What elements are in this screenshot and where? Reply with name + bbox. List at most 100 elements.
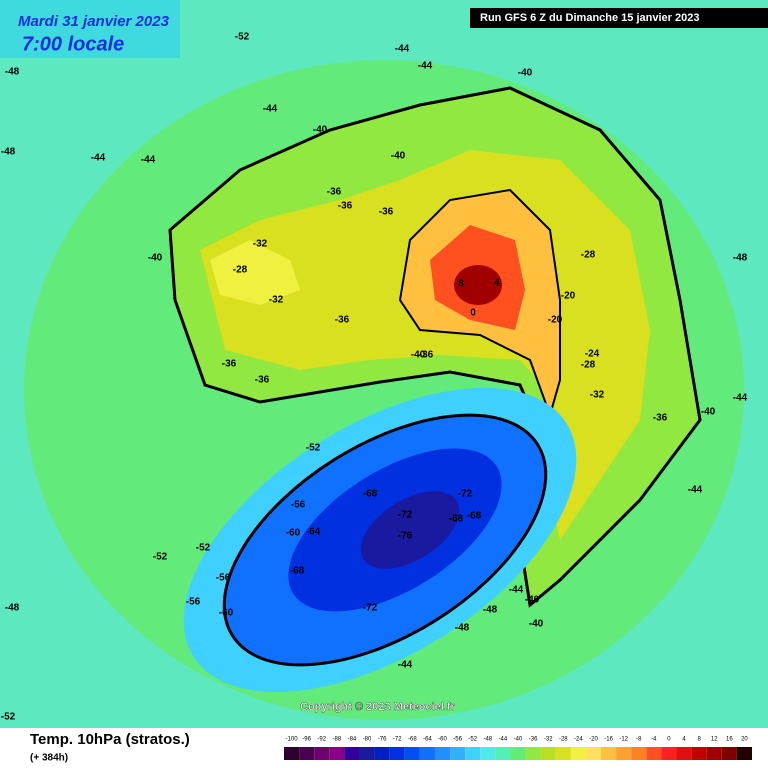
legend-swatch <box>601 747 617 760</box>
legend-swatch <box>631 747 647 760</box>
legend-tick-label: -4 <box>651 737 657 743</box>
yellow-core <box>210 240 300 305</box>
color-legend: -100 -96 -92 -88 -84 -80 -76 -72 -68 -64 -60 -56 -52… <box>284 737 752 760</box>
contour-label: -68 <box>363 489 378 500</box>
contour-labels: -52-44-44-40-40-48-48-44 -44-44-40-40-36-… <box>1 32 748 723</box>
contour-label: -20 <box>548 315 563 326</box>
dark-red-core <box>454 265 502 305</box>
contour-label: -36 <box>335 315 350 326</box>
contour-label: -52 <box>235 32 250 43</box>
legend-swatch <box>510 747 526 760</box>
contour-label: -20 <box>561 291 576 302</box>
contour-label: -56 <box>216 573 231 584</box>
contour-label: -48 <box>1 147 16 158</box>
legend-swatch <box>706 747 722 760</box>
legend-tick-label: 8 <box>697 737 701 743</box>
legend-swatch <box>495 747 511 760</box>
contour-label: 8 <box>458 279 464 290</box>
contour-label: -68 <box>290 566 305 577</box>
contour-label: -72 <box>363 603 378 614</box>
legend-tick-label: -12 <box>619 737 628 743</box>
legend-tick-label: 4 <box>682 737 686 743</box>
contour-label: -72 <box>458 489 473 500</box>
legend-swatch <box>585 747 602 760</box>
contour-label: -40 <box>313 125 328 136</box>
legend-tick-label: -68 <box>408 737 417 743</box>
contour-label: -28 <box>581 360 596 371</box>
contour-label: -40 <box>525 595 540 606</box>
contour-label: -44 <box>398 660 413 671</box>
legend-tick-label: -80 <box>363 737 372 743</box>
legend-tick-label: 0 <box>667 737 671 743</box>
legend-tick-label: -32 <box>544 737 553 743</box>
contour-label: -28 <box>581 250 596 261</box>
legend-swatch <box>359 747 375 760</box>
legend-tick-label: -16 <box>604 737 613 743</box>
contour-label: -44 <box>141 155 156 166</box>
legend-tick-label: 12 <box>711 737 718 743</box>
legend-swatch <box>661 747 677 760</box>
contour-label: -32 <box>590 390 605 401</box>
contour-label: -40 <box>529 619 544 630</box>
legend-swatch <box>299 747 315 760</box>
contour-label: -72 <box>398 510 413 521</box>
legend-swatch <box>616 747 632 760</box>
legend-swatch <box>691 747 707 760</box>
contour-label: -36 <box>379 207 394 218</box>
legend-swatch <box>450 747 466 760</box>
contour-label: 4 <box>494 278 500 289</box>
contour-label: -48 <box>5 603 20 614</box>
coldest-zone <box>360 491 460 569</box>
contour-label: -36 <box>222 359 237 370</box>
header-panel <box>0 0 180 58</box>
legend-swatch <box>555 747 571 760</box>
legend-swatch <box>540 747 556 760</box>
legend-swatch <box>389 747 405 760</box>
legend-tick-label: -72 <box>393 737 402 743</box>
contour-label: -40 <box>411 350 426 361</box>
legend-swatch <box>646 747 662 760</box>
legend-tick-label: -84 <box>348 737 357 743</box>
contour-label: -36 <box>338 201 353 212</box>
contour-label: -28 <box>233 265 248 276</box>
contour-label: -52 <box>196 543 211 554</box>
legend-tick-label: -28 <box>559 737 568 743</box>
contour-label: -56 <box>186 597 201 608</box>
legend-tick-label: -60 <box>438 737 447 743</box>
legend-swatch <box>284 747 300 760</box>
legend-tick-label: -20 <box>589 737 598 743</box>
legend-tick-label: -52 <box>468 737 477 743</box>
legend-tick-label: -100 <box>286 737 299 743</box>
contour-label: -44 <box>688 485 703 496</box>
legend-tick-label: -96 <box>302 737 311 743</box>
contour-label: -60 <box>286 528 301 539</box>
contour-label: -44 <box>263 104 278 115</box>
legend-tick-label: 16 <box>726 737 733 743</box>
contour-label: -76 <box>398 531 413 542</box>
contour-label: -56 <box>291 500 306 511</box>
contour-label: -36 <box>419 350 434 361</box>
legend-swatch <box>570 747 586 760</box>
legend-swatch <box>465 747 481 760</box>
legend-swatch <box>314 747 330 760</box>
legend-swatch <box>736 747 752 760</box>
contour-label: -32 <box>269 295 284 306</box>
contour-label: -64 <box>306 527 321 538</box>
contour-label: -36 <box>255 375 270 386</box>
legend-tick-label: -88 <box>333 737 342 743</box>
contour-label: -40 <box>701 407 716 418</box>
legend-swatch <box>344 747 360 760</box>
legend-swatch <box>374 747 390 760</box>
legend-swatch <box>404 747 420 760</box>
legend-swatch <box>721 747 737 760</box>
legend-swatch <box>434 747 451 760</box>
contour-label: -40 <box>148 253 163 264</box>
contour-label: -48 <box>483 605 498 616</box>
contour-label: -48 <box>455 623 470 634</box>
contour-label: -44 <box>509 585 524 596</box>
footer-lead: (+ 384h) <box>30 753 68 764</box>
legend-swatch <box>480 747 496 760</box>
contour-label: -68 <box>449 514 464 525</box>
legend-tick-label: -76 <box>378 737 387 743</box>
